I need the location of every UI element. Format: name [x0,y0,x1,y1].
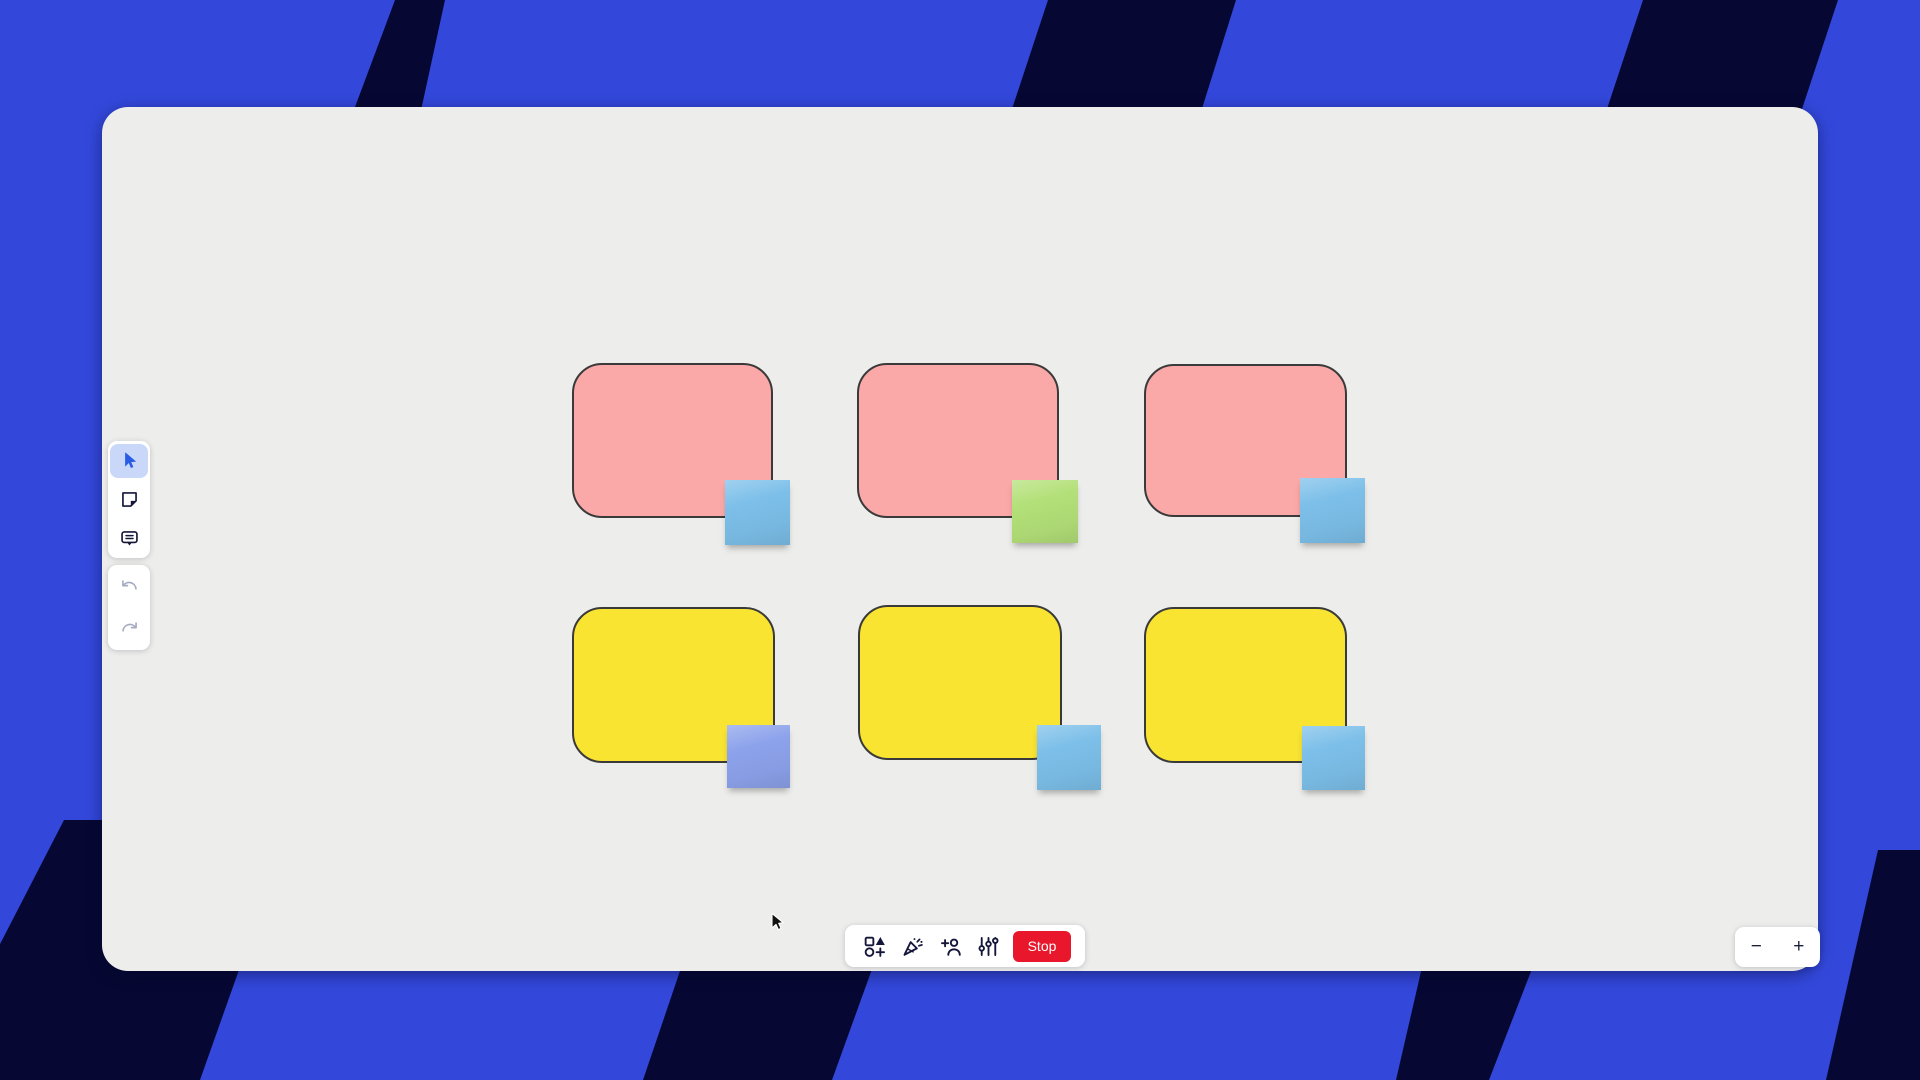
redo-button[interactable] [110,612,148,646]
zoom-controls: − + [1735,927,1820,967]
select-tool-button[interactable] [110,443,148,478]
sticky-note-icon [119,489,140,510]
sticky-note[interactable] [1302,726,1365,790]
whiteboard-canvas[interactable] [102,107,1818,971]
tool-palette [108,441,150,558]
sticky-note[interactable] [725,480,790,545]
sticky-note[interactable] [1300,478,1365,543]
celebrate-button[interactable] [893,925,931,967]
history-palette [108,565,150,650]
board-rectangle[interactable] [1144,607,1347,763]
stop-button[interactable]: Stop [1013,930,1071,962]
board-rectangle[interactable] [858,605,1062,760]
bottom-toolbar: Stop [845,925,1085,967]
adjustments-button[interactable] [969,925,1007,967]
party-popper-icon [900,934,925,959]
zoom-out-button[interactable]: − [1750,936,1762,957]
sliders-icon [976,934,1001,959]
sticky-note[interactable] [727,725,790,788]
undo-icon [119,576,140,597]
sticky-note[interactable] [1012,480,1078,543]
sticky-note[interactable] [1037,725,1101,790]
cursor-icon [119,450,140,471]
sticky-note-tool-button[interactable] [110,483,148,517]
comment-icon [119,528,140,549]
add-person-icon [938,934,963,959]
add-shapes-button[interactable] [855,925,893,967]
comment-tool-button[interactable] [110,522,148,556]
undo-button[interactable] [110,569,148,603]
zoom-in-button[interactable]: + [1793,936,1805,957]
shapes-icon [862,934,887,959]
redo-icon [119,618,140,639]
invite-collaborator-button[interactable] [931,925,969,967]
